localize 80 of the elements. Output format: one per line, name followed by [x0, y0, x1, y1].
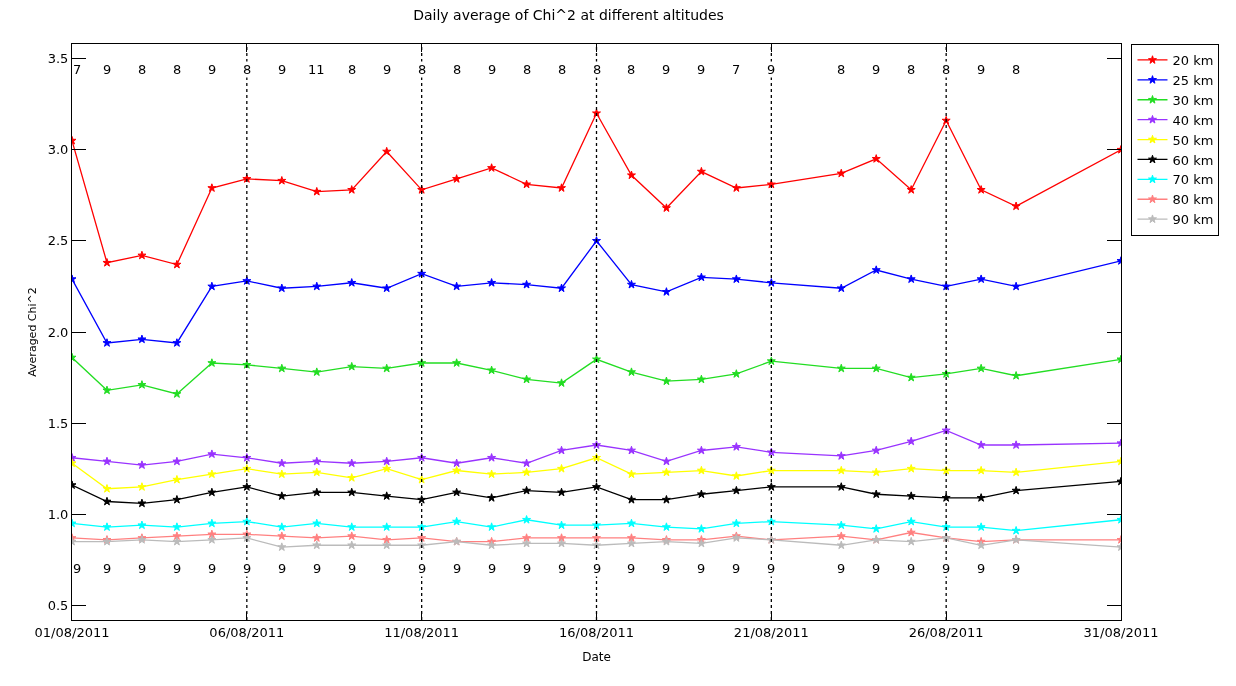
- x-tick-label: 21/08/2011: [733, 624, 809, 640]
- annotation: 8: [627, 62, 636, 77]
- legend-label: 70 km: [1172, 172, 1214, 188]
- annotation: 8: [558, 62, 567, 77]
- x-axis-title: Date: [582, 650, 611, 665]
- annotation: 9: [872, 561, 881, 576]
- annotation: 9: [208, 561, 217, 576]
- annotation: 8: [418, 62, 427, 77]
- annotation: 9: [348, 561, 357, 576]
- annotation: 8: [243, 62, 252, 77]
- legend-label: 30 km: [1172, 92, 1214, 108]
- annotation: 9: [907, 561, 916, 576]
- annotation: 8: [523, 62, 532, 77]
- legend-label: 60 km: [1172, 152, 1214, 168]
- x-tick-label: 11/08/2011: [384, 624, 460, 640]
- chart-title: Daily average of Chi^2 at different altitudes: [413, 7, 724, 24]
- legend-label: 25 km: [1172, 72, 1214, 88]
- y-tick-label: 2.0: [47, 324, 69, 340]
- y-tick-label: 3.0: [47, 142, 69, 158]
- annotation: 9: [942, 561, 951, 576]
- annotation: 8: [593, 62, 602, 77]
- y-axis-title: Averaged Chi^2: [26, 287, 40, 377]
- legend-label: 40 km: [1172, 112, 1214, 128]
- annotation: 9: [697, 561, 706, 576]
- annotation: 8: [138, 62, 147, 77]
- annotation: 7: [73, 62, 82, 77]
- annotation: 9: [837, 561, 846, 576]
- annotation: 8: [907, 62, 916, 77]
- annotation: 8: [348, 62, 357, 77]
- annotation: 9: [453, 561, 462, 576]
- annotation: 9: [872, 62, 881, 77]
- annotation: 9: [662, 62, 671, 77]
- annotation: 9: [977, 561, 986, 576]
- annotation: 9: [243, 561, 252, 576]
- annotation: 9: [278, 561, 287, 576]
- y-tick-label: 3.5: [47, 51, 69, 67]
- annotation: 11: [308, 62, 325, 77]
- x-tick-label: 16/08/2011: [559, 624, 634, 640]
- annotation: 9: [103, 561, 112, 576]
- y-tick-label: 1.0: [47, 506, 69, 522]
- annotation: 9: [418, 561, 427, 576]
- annotation: 9: [103, 62, 112, 77]
- x-tick-label: 31/08/2011: [1083, 624, 1159, 640]
- annotation: 9: [208, 62, 217, 77]
- legend-label: 50 km: [1172, 132, 1214, 148]
- annotation: 7: [732, 62, 741, 77]
- annotation: 9: [767, 62, 776, 77]
- x-tick-label: 01/08/2011: [34, 624, 110, 640]
- annotation: 9: [1012, 561, 1021, 576]
- annotation: 9: [73, 561, 82, 576]
- annotation: 9: [173, 561, 182, 576]
- legend-label: 80 km: [1172, 192, 1214, 208]
- annotation: 9: [977, 62, 986, 77]
- annotation: 9: [383, 62, 392, 77]
- annotation: 9: [662, 561, 671, 576]
- annotation: 8: [942, 62, 951, 77]
- x-tick-label: 26/08/2011: [908, 624, 984, 640]
- annotation: 9: [383, 561, 392, 576]
- legend-label: 20 km: [1172, 53, 1214, 69]
- legend-label: 90 km: [1172, 212, 1214, 228]
- y-tick-label: 1.5: [47, 415, 69, 431]
- annotation: 9: [593, 561, 602, 576]
- y-tick-label: 0.5: [47, 597, 69, 613]
- annotation: 8: [173, 62, 182, 77]
- y-tick-label: 2.5: [47, 233, 69, 249]
- x-tick-label: 06/08/2011: [209, 624, 285, 640]
- annotation: 9: [313, 561, 322, 576]
- annotation: 9: [523, 561, 532, 576]
- annotation: 9: [627, 561, 636, 576]
- annotation: 9: [138, 561, 147, 576]
- annotation: 9: [488, 62, 497, 77]
- annotation: 9: [767, 561, 776, 576]
- annotation: 8: [1012, 62, 1021, 77]
- annotation: 8: [837, 62, 846, 77]
- annotation: 9: [732, 561, 741, 576]
- annotation: 9: [558, 561, 567, 576]
- annotation: 9: [488, 561, 497, 576]
- annotation: 9: [278, 62, 287, 77]
- annotation: 8: [453, 62, 462, 77]
- annotation: 9: [697, 62, 706, 77]
